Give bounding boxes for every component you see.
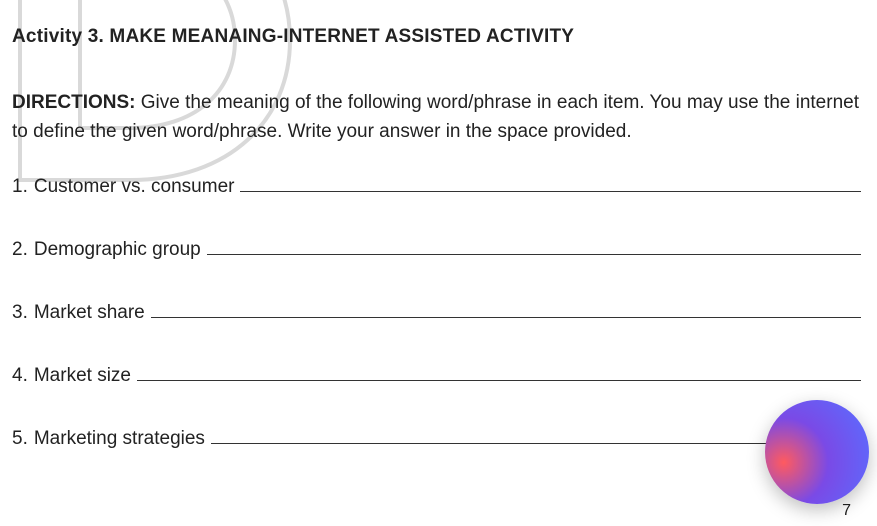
answer-blank[interactable]: [151, 301, 861, 318]
answer-blank[interactable]: [207, 238, 861, 255]
item-label: Market size: [34, 365, 137, 387]
list-item: 1. Customer vs. consumer: [12, 175, 865, 198]
item-label: Customer vs. consumer: [34, 176, 241, 198]
item-label: Market share: [34, 302, 151, 324]
chat-assist-button[interactable]: [765, 400, 869, 504]
item-label: Demographic group: [34, 239, 207, 261]
list-item: 2. Demographic group: [12, 238, 865, 261]
list-item: 5. Marketing strategies: [12, 427, 865, 450]
item-number: 5.: [12, 428, 34, 450]
answer-blank[interactable]: [211, 427, 861, 444]
answer-blank[interactable]: [137, 364, 861, 381]
worksheet-page: Activity 3. MAKE MEANAING-INTERNET ASSIS…: [0, 0, 877, 450]
directions-paragraph: DIRECTIONS: Give the meaning of the foll…: [12, 88, 865, 147]
items-list: 1. Customer vs. consumer 2. Demographic …: [12, 175, 865, 450]
item-number: 3.: [12, 302, 34, 324]
directions-text: Give the meaning of the following word/p…: [12, 92, 859, 142]
list-item: 4. Market size: [12, 364, 865, 387]
item-number: 1.: [12, 176, 34, 198]
activity-title: Activity 3. MAKE MEANAING-INTERNET ASSIS…: [12, 26, 865, 48]
answer-blank[interactable]: [240, 175, 861, 192]
item-number: 4.: [12, 365, 34, 387]
item-label: Marketing strategies: [34, 428, 211, 450]
page-number: 7: [842, 502, 851, 520]
directions-label: DIRECTIONS:: [12, 92, 136, 113]
list-item: 3. Market share: [12, 301, 865, 324]
item-number: 2.: [12, 239, 34, 261]
